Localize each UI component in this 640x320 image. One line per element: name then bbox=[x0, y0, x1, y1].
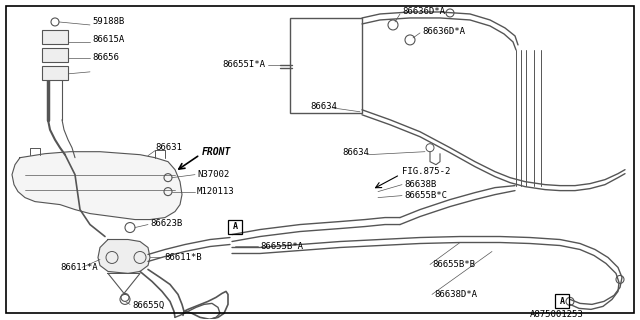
Text: 86634: 86634 bbox=[310, 102, 337, 111]
Polygon shape bbox=[12, 152, 182, 220]
Text: A: A bbox=[559, 297, 564, 306]
Text: FRONT: FRONT bbox=[202, 147, 232, 157]
Text: A875001253: A875001253 bbox=[530, 310, 584, 319]
Text: 86611*A: 86611*A bbox=[60, 263, 98, 272]
Text: 86655Q: 86655Q bbox=[132, 301, 164, 310]
Text: 86656: 86656 bbox=[92, 53, 119, 62]
Text: 86611*B: 86611*B bbox=[164, 253, 202, 262]
Text: 86615A: 86615A bbox=[92, 36, 124, 44]
Bar bbox=[290, 18, 362, 113]
Text: 86636D*A: 86636D*A bbox=[422, 28, 465, 36]
Text: 86655B*C: 86655B*C bbox=[404, 191, 447, 200]
Text: 86655B*A: 86655B*A bbox=[260, 242, 303, 251]
Text: M120113: M120113 bbox=[197, 187, 235, 196]
Text: 86634: 86634 bbox=[342, 148, 369, 157]
Text: 86638B: 86638B bbox=[404, 180, 436, 189]
Text: 86631: 86631 bbox=[155, 143, 182, 152]
Bar bbox=[228, 220, 242, 234]
Text: A: A bbox=[232, 222, 237, 231]
Text: 59188B: 59188B bbox=[92, 18, 124, 27]
Text: FIG.875-2: FIG.875-2 bbox=[402, 167, 451, 176]
Text: 86655B*B: 86655B*B bbox=[432, 260, 475, 269]
Bar bbox=[42, 48, 68, 62]
Polygon shape bbox=[98, 239, 150, 274]
Bar bbox=[42, 66, 68, 80]
Bar bbox=[555, 294, 569, 308]
Bar bbox=[42, 30, 68, 44]
Text: 86638D*A: 86638D*A bbox=[434, 290, 477, 299]
Text: 86623B: 86623B bbox=[150, 219, 182, 228]
Text: 86636D*A: 86636D*A bbox=[402, 7, 445, 16]
Text: 86655I*A: 86655I*A bbox=[222, 60, 265, 69]
Text: N37002: N37002 bbox=[197, 170, 229, 179]
